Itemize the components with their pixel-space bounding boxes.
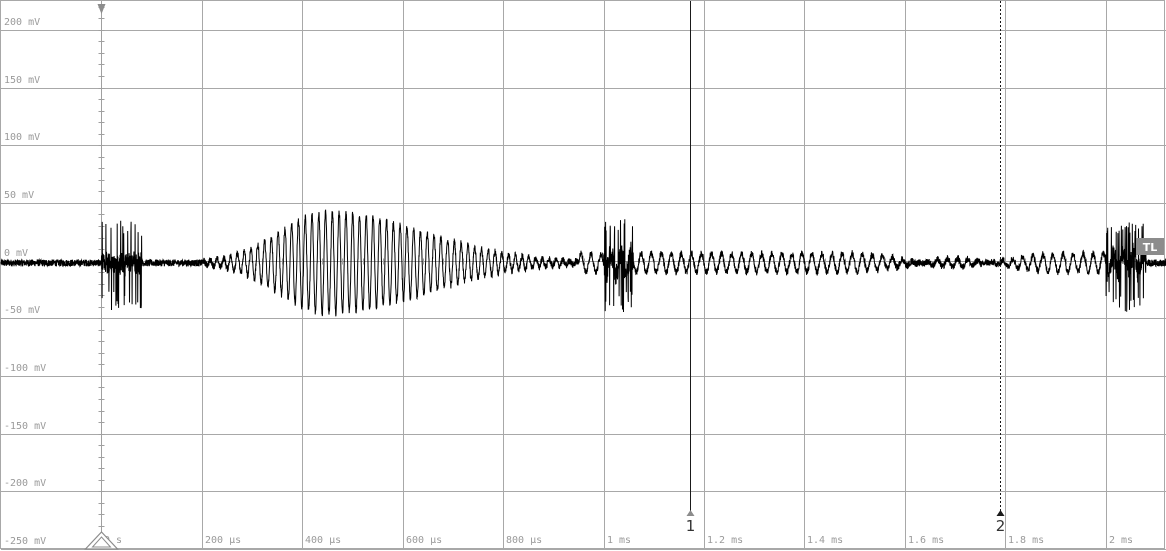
signal-trace	[0, 209, 1166, 317]
trigger-level-badge	[1136, 238, 1164, 255]
signal-line	[0, 209, 1166, 317]
x-tick-label: 400 µs	[305, 535, 341, 546]
y-tick-label: 100 mV	[4, 132, 40, 143]
y-tick-label: 50 mV	[4, 190, 34, 201]
x-tick-label: 2 ms	[1109, 535, 1133, 546]
trigger-position-marker	[84, 531, 119, 550]
markers: TL	[84, 4, 1164, 550]
x-tick-label: 1.6 ms	[908, 535, 944, 546]
y-tick-label: -150 mV	[4, 421, 46, 432]
y-tick-label: 150 mV	[4, 75, 40, 86]
cursor-1-label: 1	[686, 517, 696, 535]
trigger-top-marker	[97, 4, 106, 14]
y-tick-label: 200 mV	[4, 17, 40, 28]
x-tick-label: 200 µs	[205, 535, 241, 546]
y-tick-label: -50 mV	[4, 305, 40, 316]
x-tick-label: 1.2 ms	[707, 535, 743, 546]
x-tick-label: 1.4 ms	[807, 535, 843, 546]
x-tick-label: 1.8 ms	[1008, 535, 1044, 546]
y-tick-label: 0 mV	[4, 248, 28, 259]
y-tick-label: -250 mV	[4, 536, 46, 547]
cursor-2-label: 2	[996, 517, 1006, 535]
tick-labels: 200 mV 150 mV 100 mV 50 mV 0 mV -50 mV -100 mV…	[4, 17, 1133, 547]
x-tick-label: 0 s	[104, 535, 122, 546]
x-tick-label: 1 ms	[607, 535, 631, 546]
x-tick-label: 600 µs	[406, 535, 442, 546]
y-tick-label: -200 mV	[4, 478, 46, 489]
trigger-position-inner	[91, 536, 112, 548]
trigger-level-label: TL	[1143, 241, 1158, 254]
y-tick-label: -100 mV	[4, 363, 46, 374]
cursor-1-arrow	[686, 510, 695, 516]
x-tick-label: 800 µs	[506, 535, 542, 546]
cursor-2-arrow	[996, 510, 1005, 516]
